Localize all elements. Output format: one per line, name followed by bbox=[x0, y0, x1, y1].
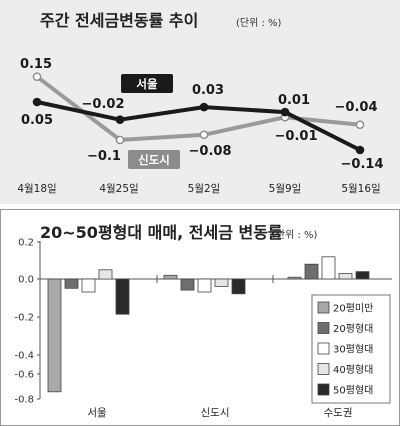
y-tick-label: 0.0 bbox=[18, 275, 34, 286]
bottom-legend: 20평미만 20평형대 30평형대 40평형대 50평형대 bbox=[311, 294, 391, 404]
x-category-label: 서울 bbox=[87, 407, 107, 419]
legend-swatch bbox=[317, 301, 330, 314]
top-x-labels-layer: 4월18일 4월25일 5월2일 5월9일 5월16일 bbox=[17, 182, 380, 195]
value-label: 0.03 bbox=[192, 83, 224, 98]
value-label: −0.14 bbox=[341, 157, 384, 172]
bar bbox=[47, 278, 62, 393]
bar bbox=[180, 278, 195, 291]
legend-label: 30평형대 bbox=[333, 344, 373, 356]
y-tick-label: 0.2 bbox=[18, 238, 34, 249]
series-tag bbox=[121, 74, 173, 93]
legend-label: 50평형대 bbox=[333, 385, 373, 397]
bottom-chart-title: 20~50평형대 매매, 전세금 변동률 bbox=[40, 223, 283, 242]
legend-swatch bbox=[317, 363, 330, 375]
legend-swatch bbox=[317, 383, 330, 396]
bar bbox=[355, 271, 370, 280]
bar bbox=[81, 278, 96, 293]
series-tag-label: 서울 bbox=[136, 77, 158, 91]
line-point bbox=[115, 135, 125, 145]
bar bbox=[197, 278, 212, 293]
line-point bbox=[355, 145, 365, 155]
top-panel-background bbox=[0, 0, 400, 204]
bar bbox=[64, 278, 79, 289]
value-label: −0.08 bbox=[189, 144, 232, 159]
line-point bbox=[280, 107, 290, 117]
x-tick-label: 5월2일 bbox=[188, 182, 221, 195]
value-label: −0.02 bbox=[82, 97, 125, 112]
bottom-bars-layer bbox=[47, 256, 370, 393]
y-tick-label: -0.4 bbox=[14, 351, 34, 362]
value-label: 0.01 bbox=[278, 93, 310, 108]
bar bbox=[321, 256, 336, 280]
bar bbox=[214, 278, 229, 287]
line-point bbox=[355, 120, 365, 129]
legend-label: 40평형대 bbox=[333, 364, 373, 376]
top-value-labels-layer: 0.05 −0.02 0.03 0.01 −0.14 0.15 −0.1 −0.08 −0.01… bbox=[20, 57, 384, 172]
x-category-label: 수도권 bbox=[324, 407, 353, 419]
legend-label: 20평형대 bbox=[333, 323, 373, 335]
top-lines-layer bbox=[32, 72, 365, 155]
y-tick-label: -0.6 bbox=[14, 370, 34, 381]
legend-label: 20평미만 bbox=[333, 303, 373, 315]
x-tick-label: 4월18일 bbox=[17, 182, 56, 195]
bar bbox=[338, 273, 353, 280]
x-tick-label: 5월9일 bbox=[269, 182, 302, 195]
bar bbox=[231, 278, 246, 295]
y-tick-label: -0.8 bbox=[14, 395, 34, 406]
x-tick-label: 5월16일 bbox=[341, 182, 380, 195]
value-label: −0.01 bbox=[275, 129, 318, 144]
bar bbox=[115, 278, 130, 315]
line-point bbox=[115, 115, 125, 124]
bar bbox=[304, 263, 319, 280]
bottom-chart-unit: (단위 : %) bbox=[272, 228, 318, 241]
legend-swatch bbox=[317, 322, 330, 334]
size-change-bar-chart: 20~50평형대 매매, 전세금 변동률 (단위 : %) 0.2 0.0 -0.2… bbox=[0, 209, 400, 426]
top-chart-title: 주간 전세금변동률 추이 bbox=[40, 11, 198, 30]
series-tag-label: 신도시 bbox=[138, 153, 170, 167]
x-category-label: 신도시 bbox=[201, 407, 230, 419]
y-tick-label: -0.2 bbox=[14, 313, 34, 324]
bar bbox=[98, 269, 113, 280]
line-point bbox=[32, 97, 42, 107]
bar bbox=[287, 276, 302, 280]
series-tag bbox=[128, 150, 180, 169]
legend-swatch bbox=[317, 342, 330, 355]
value-label: −0.1 bbox=[87, 149, 121, 164]
value-label: 0.05 bbox=[21, 113, 53, 128]
line-point bbox=[199, 102, 209, 112]
bar bbox=[163, 274, 178, 280]
top-chart-unit: (단위 : %) bbox=[236, 16, 282, 29]
value-label: 0.15 bbox=[20, 57, 52, 72]
value-label: −0.04 bbox=[335, 100, 378, 115]
line-point bbox=[199, 130, 209, 140]
line-point bbox=[32, 72, 42, 81]
x-tick-label: 4월25일 bbox=[99, 182, 138, 195]
